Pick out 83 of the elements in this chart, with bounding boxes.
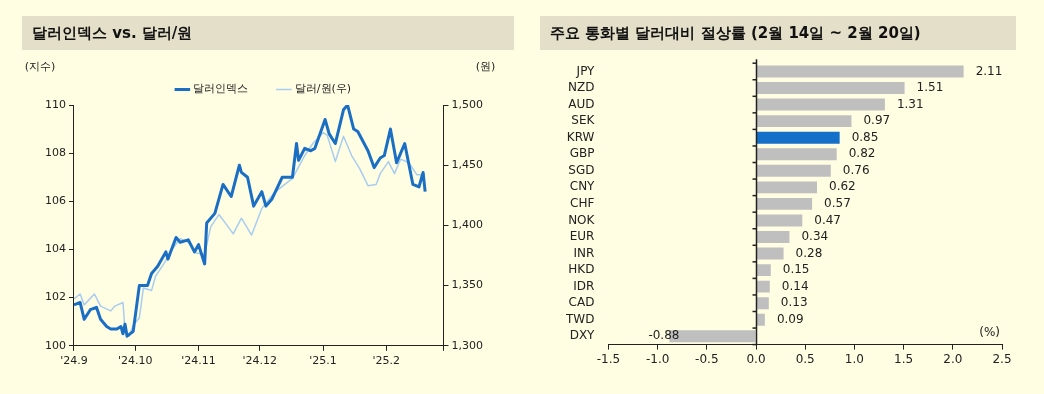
data-label: 0.34 (801, 229, 829, 244)
bar (756, 214, 803, 227)
x-tick-label: 2.5 (992, 351, 1012, 366)
data-label: 0.82 (848, 146, 876, 161)
y-tick-label: NOK (568, 212, 596, 227)
bar (756, 181, 818, 194)
legend-label: 달러인덱스 (193, 82, 249, 96)
bar (756, 313, 765, 326)
y-tick-label: 104 (45, 242, 66, 256)
data-label: 0.13 (780, 295, 808, 310)
bar (756, 115, 852, 128)
legend-label: 달러/원(우) (294, 82, 352, 96)
bar (756, 247, 784, 260)
y2-tick-label: 1,500 (451, 97, 484, 111)
x-tick-label: -0.5 (695, 351, 719, 366)
y-tick-label: 110 (45, 97, 66, 111)
y-tick-label: AUD (568, 96, 595, 111)
x-tick-label: '24.9 (60, 354, 88, 368)
x-tick-label: '25.2 (372, 354, 401, 368)
x-tick-label: 2.0 (943, 351, 963, 366)
y-tick-label: EUR (569, 229, 595, 244)
bar (756, 280, 770, 293)
x-tick-label: -1.0 (645, 351, 670, 366)
data-label: 0.62 (829, 179, 856, 194)
data-label: 0.14 (781, 278, 809, 293)
x-tick-label: '24.10 (117, 354, 153, 368)
data-label: 2.11 (975, 63, 1003, 78)
x-tick-label: '24.12 (242, 354, 278, 368)
x-tick-label: -1.5 (596, 351, 621, 366)
y-tick-label: CAD (568, 295, 595, 310)
y-tick-label: JPY (575, 63, 596, 78)
x-tick-label: 0.5 (795, 351, 815, 366)
x-tick-label: 1.5 (894, 351, 914, 366)
bar (756, 164, 831, 177)
y2-axis-title: (원) (475, 59, 496, 73)
y-tick-label: CNY (569, 179, 596, 194)
y2-tick-label: 1,450 (451, 158, 484, 172)
y-tick-label: INR (573, 245, 595, 260)
annotation: (%) (979, 324, 1000, 339)
y-tick-label: 102 (45, 290, 66, 304)
bar (756, 197, 813, 210)
bar (756, 264, 771, 277)
data-label: 0.47 (814, 212, 841, 227)
data-label: 1.31 (896, 96, 924, 111)
bar (756, 297, 769, 310)
chart-title: 주요 통화별 달러대비 절상률 (2월 14일 ~ 2월 20일) (540, 16, 1016, 50)
x-tick-label: 0.0 (746, 351, 766, 366)
y-tick-label: SEK (571, 113, 596, 128)
y-tick-label: TWD (565, 311, 595, 326)
y-axis-title: (지수) (24, 59, 56, 73)
bar (756, 148, 837, 161)
y-tick-label: CHF (570, 196, 595, 211)
x-tick-label: '25.1 (309, 354, 337, 368)
y-tick-label: IDR (573, 278, 595, 293)
bar (756, 65, 964, 78)
data-label: -0.88 (648, 328, 680, 343)
data-label: 0.15 (782, 262, 810, 277)
y-tick-label: NZD (568, 80, 595, 95)
data-label: 1.51 (916, 80, 944, 95)
bar (756, 231, 790, 243)
y2-tick-label: 1,400 (451, 218, 484, 232)
y-tick-label: SGD (568, 162, 595, 177)
y-tick-label: GBP (569, 146, 595, 161)
y-tick-label: DXY (569, 328, 596, 343)
y-tick-label: 100 (45, 338, 66, 352)
bar (756, 82, 905, 94)
bar (756, 131, 840, 144)
x-tick-label: 1.0 (844, 351, 864, 366)
data-label: 0.76 (842, 162, 870, 177)
data-label: 0.28 (795, 245, 823, 260)
data-label: 0.97 (863, 113, 891, 128)
y2-tick-label: 1,350 (451, 278, 484, 292)
x-tick-label: '24.11 (181, 354, 216, 368)
data-label: 0.09 (776, 311, 804, 326)
y-tick-label: KRW (566, 129, 595, 144)
y-tick-label: HKD (568, 262, 595, 277)
y-tick-label: 106 (45, 194, 66, 208)
bar (756, 98, 885, 111)
y2-tick-label: 1,300 (451, 338, 484, 352)
chart-title: 달러인덱스 vs. 달러/원 (22, 16, 514, 50)
data-label: 0.57 (824, 196, 851, 211)
y-tick-label: 108 (45, 146, 66, 160)
data-label: 0.85 (851, 129, 879, 144)
